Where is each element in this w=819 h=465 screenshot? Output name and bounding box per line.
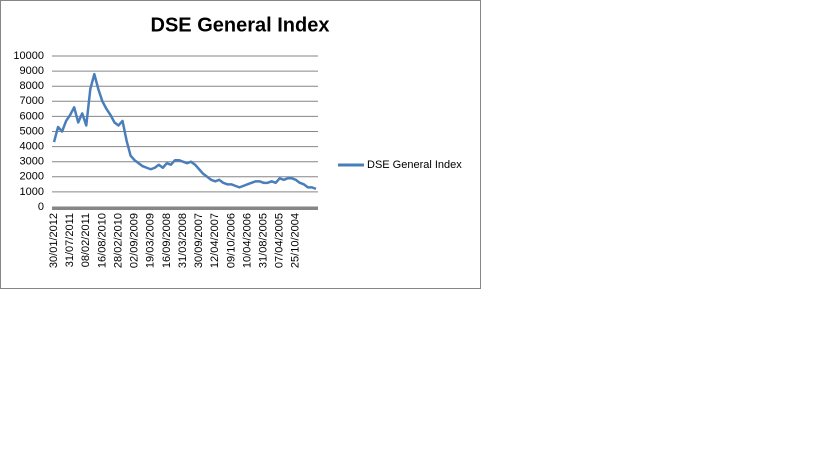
y-tick-label: 9000: [20, 65, 44, 77]
x-tick-label: 16/08/2010: [96, 213, 108, 268]
x-tick-label: 30/01/2012: [48, 213, 60, 268]
x-tick-label: 28/02/2010: [112, 213, 124, 268]
legend-label: DSE General Index: [367, 159, 462, 171]
x-tick-label: 25/10/2004: [290, 213, 302, 268]
y-tick-label: 3000: [20, 156, 44, 168]
chart-title: DSE General Index: [151, 14, 330, 36]
y-tick-label: 0: [38, 201, 44, 213]
x-tick-label: 31/08/2005: [257, 213, 269, 268]
line-series: [52, 72, 317, 191]
x-tick-label: 30/09/2007: [193, 213, 205, 268]
chart-border: [0, 0, 481, 289]
y-tick-label: 10000: [13, 50, 44, 62]
y-tick-label: 4000: [20, 141, 44, 153]
y-tick-label: 6000: [20, 110, 44, 122]
y-tick-label: 5000: [20, 125, 44, 137]
y-tick-label: 1000: [20, 186, 44, 198]
x-tick-label: 19/03/2009: [145, 213, 157, 268]
x-tick-label: 09/10/2006: [225, 213, 237, 268]
x-tick-label: 10/04/2006: [241, 213, 253, 268]
y-tick-label: 2000: [20, 171, 44, 183]
x-tick-label: 12/04/2007: [209, 213, 221, 268]
x-axis: [52, 207, 318, 210]
y-tick-label: 8000: [20, 80, 44, 92]
x-tick-label: 31/03/2008: [177, 213, 189, 268]
x-tick-label: 02/09/2009: [129, 213, 141, 268]
x-tick-label: 08/02/2011: [80, 213, 92, 267]
x-tick-label: 16/09/2008: [161, 213, 173, 268]
x-tick-label: 31/07/2011: [64, 213, 76, 267]
x-tick-label: 07/04/2005: [274, 213, 286, 268]
y-tick-label: 7000: [20, 95, 44, 107]
